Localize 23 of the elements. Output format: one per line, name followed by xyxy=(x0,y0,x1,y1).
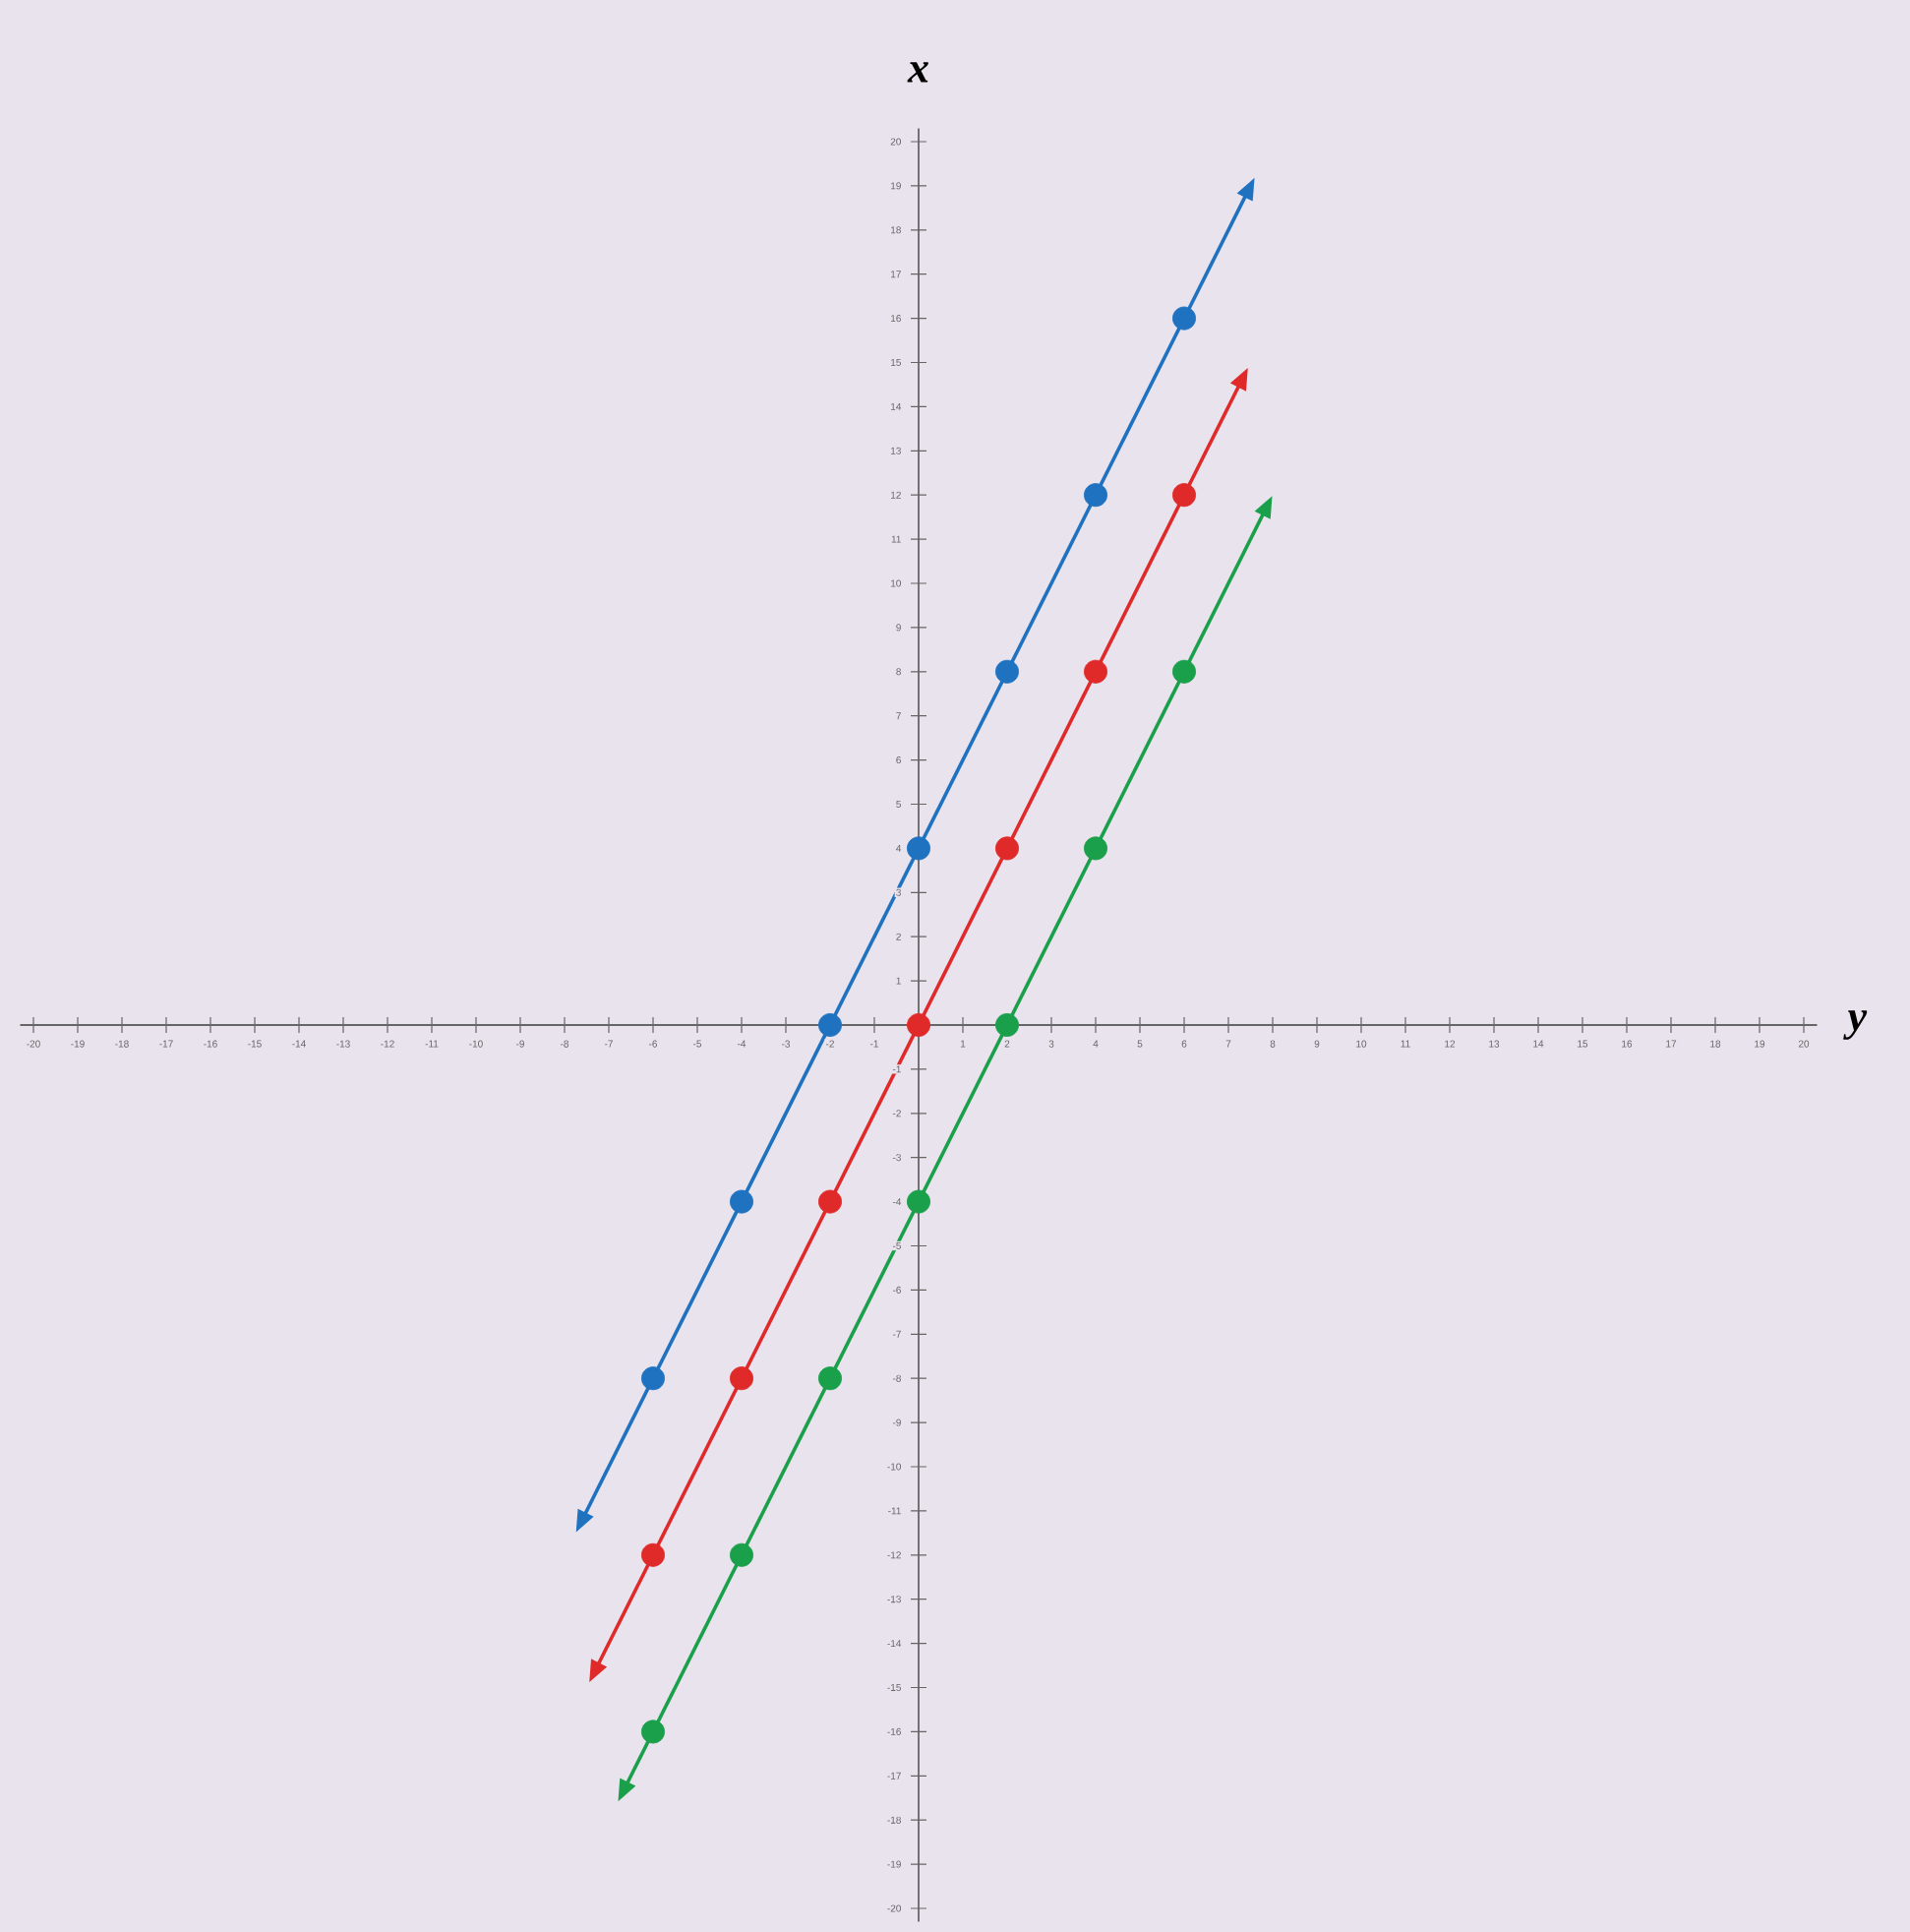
point xyxy=(1084,836,1107,861)
point xyxy=(995,659,1019,684)
point xyxy=(995,1012,1019,1037)
point xyxy=(1172,659,1196,684)
x-axis-title: y xyxy=(1843,1010,1868,1040)
y-axis-title: x xyxy=(907,62,928,83)
point xyxy=(907,836,930,861)
point xyxy=(641,1720,665,1744)
point xyxy=(641,1366,665,1391)
point xyxy=(730,1189,753,1214)
point xyxy=(1084,483,1107,508)
point xyxy=(907,1189,930,1214)
point xyxy=(818,1366,842,1391)
point xyxy=(818,1012,842,1037)
point xyxy=(730,1366,753,1391)
point xyxy=(995,836,1019,861)
point xyxy=(641,1542,665,1567)
point xyxy=(907,1012,930,1037)
point xyxy=(730,1542,753,1567)
point xyxy=(1172,483,1196,508)
point xyxy=(818,1189,842,1214)
point xyxy=(1172,306,1196,331)
point xyxy=(1084,659,1107,684)
